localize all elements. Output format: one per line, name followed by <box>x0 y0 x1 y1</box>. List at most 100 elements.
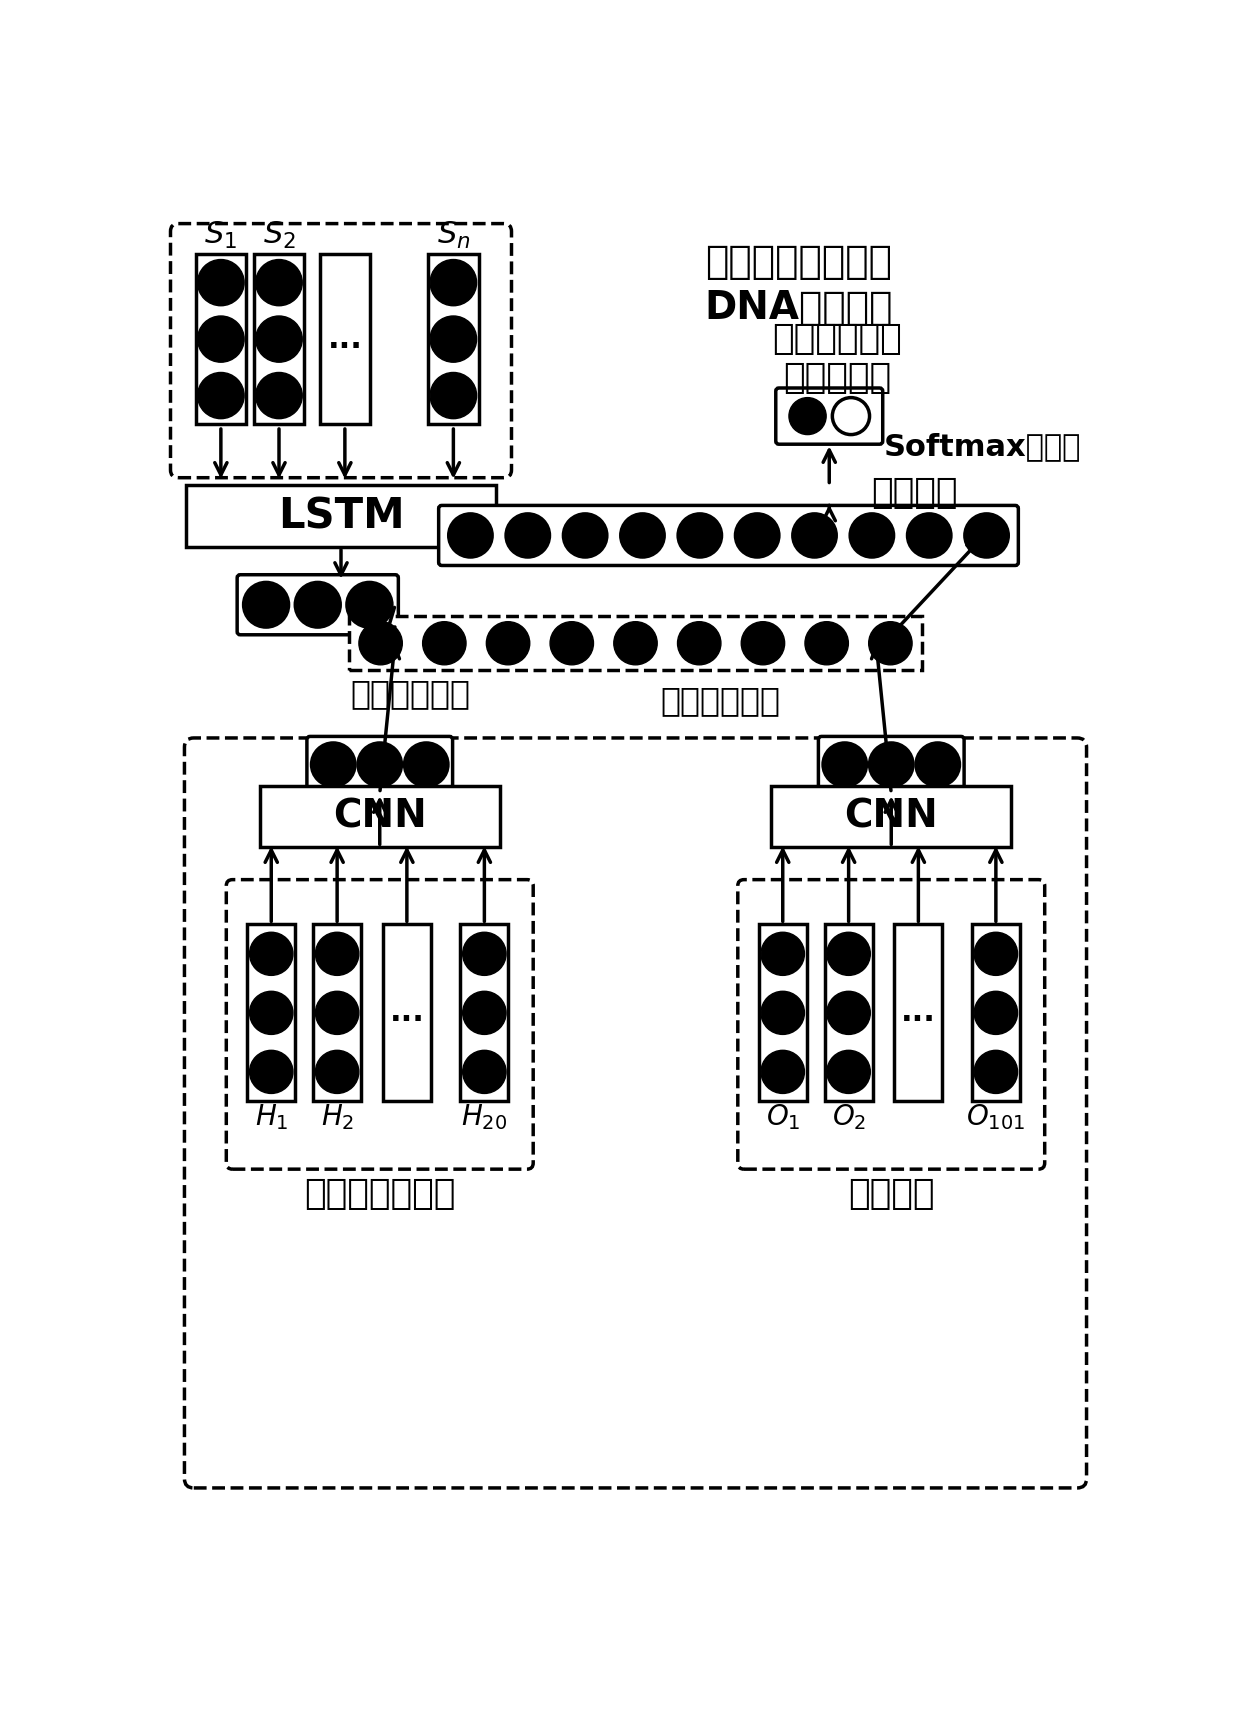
Bar <box>771 786 1012 847</box>
FancyBboxPatch shape <box>818 736 965 793</box>
Circle shape <box>430 373 476 418</box>
Text: $H_{20}$: $H_{20}$ <box>461 1102 507 1131</box>
Circle shape <box>197 373 244 418</box>
Text: $S_n$: $S_n$ <box>436 220 470 250</box>
Bar <box>383 925 432 1102</box>
Circle shape <box>358 621 402 665</box>
Circle shape <box>823 743 867 786</box>
Text: 转录因子中预测的: 转录因子中预测的 <box>704 243 892 281</box>
Circle shape <box>975 1050 1018 1093</box>
Text: $O_1$: $O_1$ <box>765 1102 800 1131</box>
Text: ...: ... <box>389 998 424 1027</box>
Bar <box>186 486 496 547</box>
Circle shape <box>735 514 779 557</box>
Circle shape <box>358 743 402 786</box>
Bar <box>972 925 1019 1102</box>
Circle shape <box>430 260 476 305</box>
Bar <box>247 925 295 1102</box>
Text: $S_2$: $S_2$ <box>263 220 295 250</box>
Text: 特征向量拼接: 特征向量拼接 <box>351 677 471 710</box>
Circle shape <box>761 1050 805 1093</box>
Circle shape <box>315 1050 358 1093</box>
Circle shape <box>851 514 894 557</box>
Text: ...: ... <box>327 324 362 354</box>
Circle shape <box>255 316 303 363</box>
Text: CNN: CNN <box>332 798 427 836</box>
Circle shape <box>311 743 355 786</box>
FancyBboxPatch shape <box>237 574 398 635</box>
Circle shape <box>869 621 913 665</box>
Text: $S_1$: $S_1$ <box>205 220 237 250</box>
Text: 序列特征: 序列特征 <box>848 1176 935 1211</box>
Text: 特征向量拼接: 特征向量拼接 <box>661 685 781 718</box>
Circle shape <box>404 743 448 786</box>
Circle shape <box>506 514 549 557</box>
Circle shape <box>295 583 340 626</box>
Text: DNA结合位点: DNA结合位点 <box>704 290 893 328</box>
Text: LSTM: LSTM <box>278 494 404 538</box>
Circle shape <box>347 583 392 626</box>
Circle shape <box>832 397 869 434</box>
Text: 组蛋白修饰特征: 组蛋白修饰特征 <box>304 1176 455 1211</box>
Bar <box>348 616 923 670</box>
Text: 结合位点或者: 结合位点或者 <box>773 323 901 356</box>
Circle shape <box>614 621 657 665</box>
Circle shape <box>449 514 492 557</box>
Circle shape <box>430 316 476 363</box>
Circle shape <box>965 514 1008 557</box>
Text: $O_{101}$: $O_{101}$ <box>966 1102 1025 1131</box>
Circle shape <box>463 932 506 975</box>
Circle shape <box>792 514 836 557</box>
Circle shape <box>423 621 466 665</box>
Bar <box>259 786 500 847</box>
Circle shape <box>827 991 870 1034</box>
Bar <box>428 255 479 423</box>
Circle shape <box>197 260 244 305</box>
Circle shape <box>563 514 606 557</box>
Circle shape <box>827 1050 870 1093</box>
Circle shape <box>315 991 358 1034</box>
Bar <box>196 255 246 423</box>
FancyBboxPatch shape <box>306 736 453 793</box>
Circle shape <box>916 743 960 786</box>
Circle shape <box>486 621 529 665</box>
Circle shape <box>677 621 720 665</box>
Bar <box>312 925 361 1102</box>
Bar <box>825 925 873 1102</box>
Bar <box>759 925 807 1102</box>
Bar <box>460 925 508 1102</box>
Circle shape <box>255 373 303 418</box>
Circle shape <box>621 514 665 557</box>
Circle shape <box>463 1050 506 1093</box>
Circle shape <box>243 583 289 626</box>
Bar <box>320 255 370 423</box>
Text: 全连接层: 全连接层 <box>872 475 957 510</box>
Circle shape <box>249 991 293 1034</box>
Text: $O_2$: $O_2$ <box>832 1102 866 1131</box>
Circle shape <box>315 932 358 975</box>
FancyBboxPatch shape <box>439 505 1018 566</box>
Text: $H_1$: $H_1$ <box>254 1102 288 1131</box>
Circle shape <box>789 397 826 434</box>
Circle shape <box>975 991 1018 1034</box>
Bar <box>894 925 942 1102</box>
Text: 非结合位点: 非结合位点 <box>782 361 892 394</box>
Circle shape <box>742 621 785 665</box>
Circle shape <box>249 1050 293 1093</box>
Text: CNN: CNN <box>844 798 939 836</box>
Bar <box>254 255 304 423</box>
Circle shape <box>908 514 951 557</box>
Circle shape <box>255 260 303 305</box>
FancyBboxPatch shape <box>776 389 883 444</box>
Circle shape <box>463 991 506 1034</box>
Circle shape <box>975 932 1018 975</box>
Circle shape <box>249 932 293 975</box>
Text: ...: ... <box>901 998 936 1027</box>
Text: $H_2$: $H_2$ <box>320 1102 353 1131</box>
Circle shape <box>197 316 244 363</box>
Circle shape <box>761 991 805 1034</box>
Circle shape <box>869 743 913 786</box>
Circle shape <box>678 514 722 557</box>
Circle shape <box>551 621 594 665</box>
Text: Softmax分类器: Softmax分类器 <box>883 432 1081 462</box>
